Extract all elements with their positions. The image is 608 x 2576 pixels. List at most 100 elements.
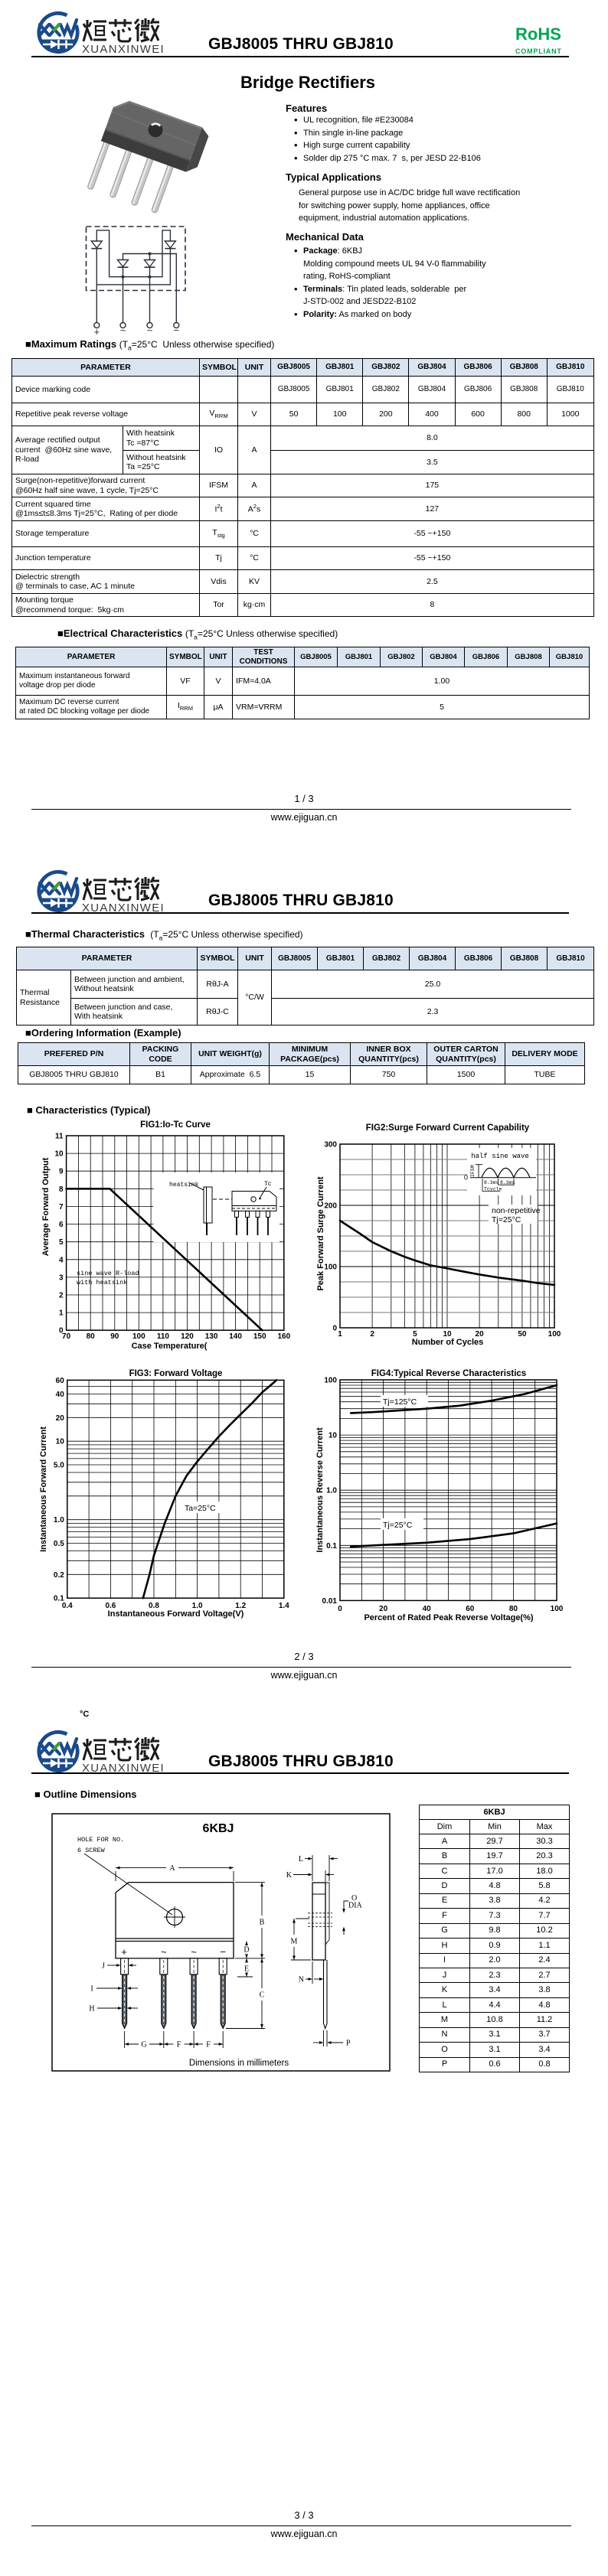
svg-text:−: −: [220, 1946, 226, 1958]
svg-text:20: 20: [379, 1605, 388, 1613]
svg-text:0.5: 0.5: [54, 1540, 64, 1548]
svg-text:~: ~: [147, 324, 153, 336]
svg-text:non-repetitive: non-repetitive: [492, 1206, 541, 1215]
svg-text:Average Forward Output: Average Forward Output: [41, 1157, 51, 1256]
svg-text:1: 1: [338, 1330, 342, 1339]
svg-text:with heatsink: with heatsink: [77, 1279, 127, 1286]
svg-text:6: 6: [59, 1221, 64, 1229]
svg-text:D: D: [244, 1946, 249, 1955]
svg-text:B: B: [260, 1919, 265, 1927]
svg-text:HOLE FOR NO.: HOLE FOR NO.: [77, 1836, 124, 1844]
svg-text:6KBJ: 6KBJ: [203, 1822, 234, 1835]
svg-text:Instantaneous Forward Current: Instantaneous Forward Current: [39, 1427, 48, 1552]
svg-text:3: 3: [59, 1273, 64, 1282]
svg-text:40: 40: [56, 1391, 65, 1399]
svg-text:H: H: [89, 2005, 94, 2014]
svg-text:10: 10: [329, 1432, 338, 1440]
svg-text:A: A: [169, 1864, 175, 1873]
svg-text:8.3ms: 8.3ms: [500, 1180, 515, 1185]
svg-text:5: 5: [413, 1330, 417, 1339]
svg-text:F: F: [177, 2041, 181, 2049]
svg-text:100: 100: [132, 1332, 145, 1341]
svg-text:~: ~: [191, 1946, 197, 1958]
svg-text:50: 50: [518, 1330, 527, 1339]
svg-text:+: +: [94, 326, 100, 337]
svg-text:5: 5: [59, 1238, 64, 1247]
svg-text:~: ~: [120, 324, 126, 336]
svg-text:8.3ms: 8.3ms: [484, 1180, 499, 1185]
svg-text:P: P: [346, 2040, 351, 2048]
svg-text:0.8: 0.8: [149, 1602, 159, 1610]
svg-text:J: J: [102, 1962, 105, 1971]
svg-text:N: N: [299, 1976, 304, 1984]
svg-text:120: 120: [181, 1332, 194, 1341]
svg-text:0.2: 0.2: [54, 1571, 64, 1580]
svg-text:6 SCREW: 6 SCREW: [77, 1847, 106, 1854]
svg-text:10: 10: [54, 1150, 64, 1159]
svg-text:60: 60: [56, 1377, 65, 1385]
svg-text:L: L: [299, 1855, 303, 1864]
svg-text:M: M: [291, 1938, 298, 1946]
svg-text:0.1: 0.1: [326, 1542, 337, 1550]
svg-text:XUANXINWEI: XUANXINWEI: [82, 902, 165, 915]
svg-text:100: 100: [548, 1330, 561, 1339]
svg-text:K: K: [286, 1871, 293, 1880]
svg-text:Peak Forward Surge Current: Peak Forward Surge Current: [316, 1176, 325, 1290]
svg-text:+: +: [121, 1946, 127, 1958]
svg-text:0.4: 0.4: [62, 1602, 73, 1610]
svg-text:0.01: 0.01: [322, 1597, 338, 1606]
svg-text:130: 130: [205, 1332, 218, 1341]
svg-text:100: 100: [551, 1605, 564, 1613]
svg-text:10: 10: [443, 1330, 452, 1339]
svg-text:0.1: 0.1: [54, 1595, 64, 1603]
svg-text:G: G: [141, 2041, 146, 2049]
svg-text:F: F: [206, 2041, 211, 2049]
svg-text:160: 160: [277, 1332, 290, 1341]
svg-text:1.0: 1.0: [326, 1487, 337, 1495]
svg-text:0: 0: [332, 1325, 337, 1333]
svg-text:XUANXINWEI: XUANXINWEI: [82, 1762, 165, 1775]
svg-text:DIA: DIA: [348, 1902, 363, 1910]
svg-text:sine wave R-load: sine wave R-load: [77, 1270, 139, 1277]
svg-text:2: 2: [370, 1330, 374, 1339]
svg-text:I: I: [90, 1985, 93, 1994]
svg-text:80: 80: [509, 1605, 518, 1613]
svg-text:70: 70: [62, 1332, 71, 1341]
svg-text:1.0: 1.0: [192, 1602, 203, 1610]
svg-text:90: 90: [110, 1332, 119, 1341]
svg-text:2: 2: [59, 1292, 64, 1300]
svg-text:140: 140: [229, 1332, 242, 1341]
svg-text:60: 60: [466, 1605, 475, 1613]
svg-text:11: 11: [55, 1133, 64, 1141]
svg-text:1.4: 1.4: [279, 1602, 289, 1610]
svg-text:0.6: 0.6: [105, 1602, 116, 1610]
svg-text:Dimensions in millimeters: Dimensions in millimeters: [189, 2059, 289, 2068]
svg-text:Tj=25°C: Tj=25°C: [492, 1215, 521, 1224]
svg-text:10: 10: [56, 1438, 65, 1446]
svg-text:8: 8: [59, 1185, 64, 1194]
svg-text:0: 0: [59, 1327, 64, 1335]
svg-text:150: 150: [253, 1332, 266, 1341]
svg-text:Tj=25°C: Tj=25°C: [383, 1521, 413, 1530]
svg-text:half sine wave: half sine wave: [471, 1153, 529, 1160]
svg-text:9: 9: [59, 1168, 64, 1176]
svg-text:100: 100: [324, 1264, 337, 1272]
svg-text:O: O: [351, 1894, 357, 1903]
svg-text:110: 110: [157, 1332, 170, 1341]
svg-text:5.0: 5.0: [54, 1462, 64, 1470]
svg-text:Ta=25°C: Ta=25°C: [185, 1504, 216, 1513]
svg-text:E: E: [244, 1965, 249, 1974]
svg-text:~: ~: [161, 1946, 167, 1958]
svg-text:100: 100: [324, 1377, 337, 1385]
svg-text:1: 1: [59, 1309, 64, 1318]
svg-text:7: 7: [59, 1203, 64, 1211]
svg-text:heatsink: heatsink: [169, 1182, 199, 1189]
svg-text:Tj=125°C: Tj=125°C: [383, 1397, 417, 1407]
svg-text:1.2: 1.2: [235, 1602, 246, 1610]
svg-text:IFSM: IFSM: [470, 1165, 476, 1177]
svg-text:40: 40: [423, 1605, 432, 1613]
svg-text:XUANXINWEI: XUANXINWEI: [82, 43, 165, 56]
svg-text:−: −: [174, 324, 180, 336]
svg-text:80: 80: [87, 1332, 96, 1341]
svg-text:Tc: Tc: [264, 1181, 272, 1188]
